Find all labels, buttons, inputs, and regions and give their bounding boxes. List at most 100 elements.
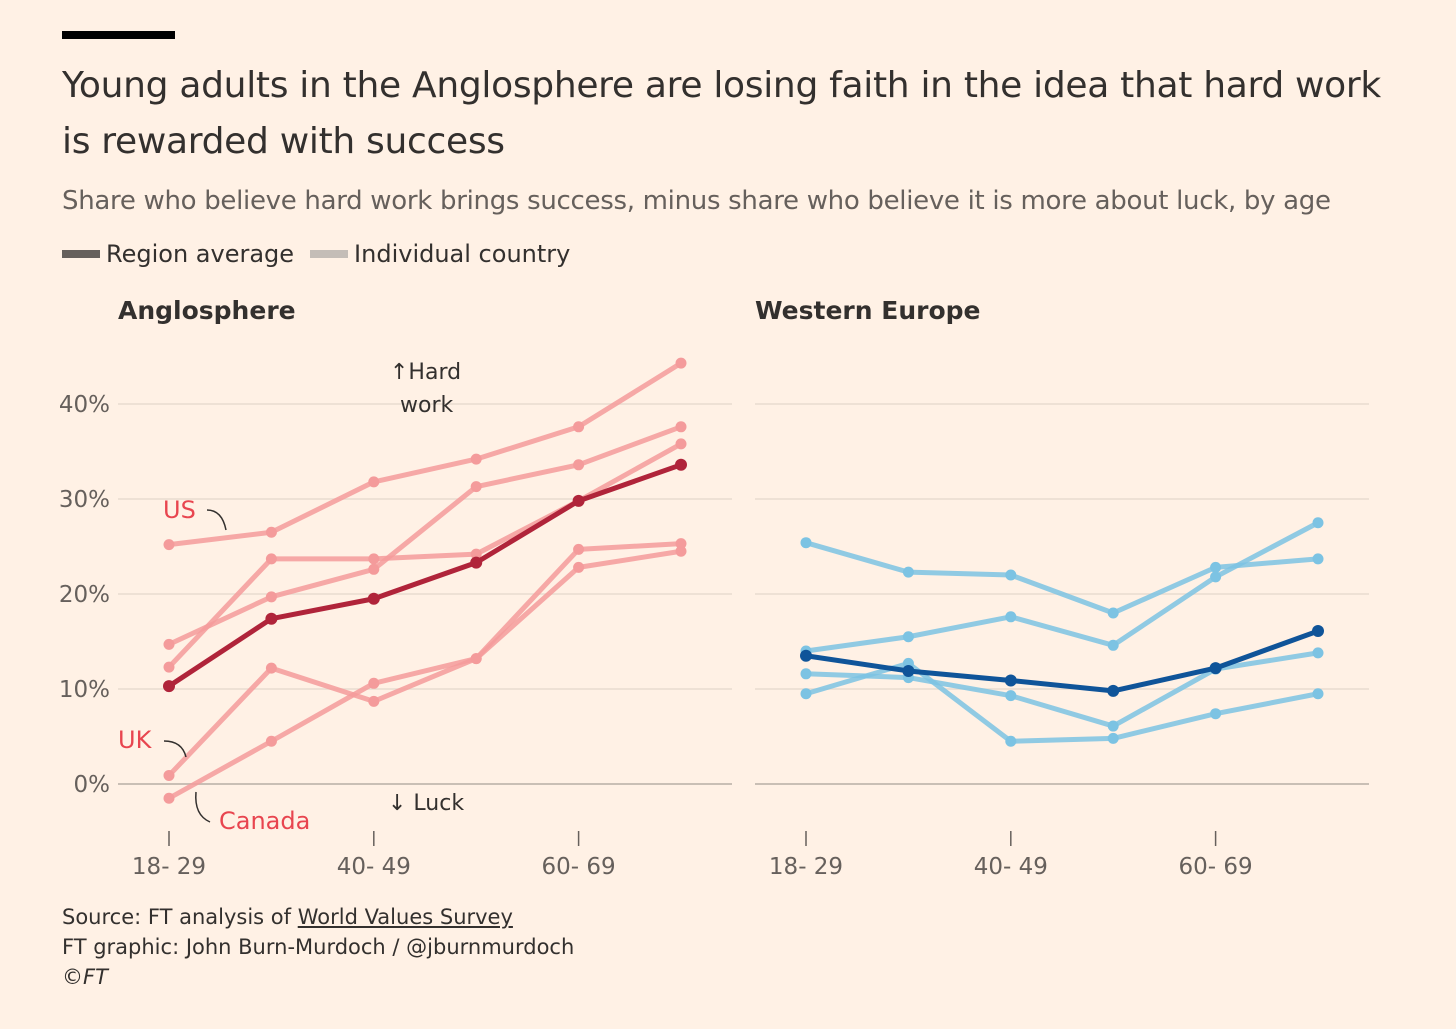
series-line-uk [167,541,682,778]
ft-accent-bar [62,31,175,39]
data-point [163,539,175,551]
label-uk: UK [118,726,153,754]
y-tick-label: 40% [59,392,110,418]
series-line-country-b [805,520,1320,654]
data-point [800,668,812,680]
footer: Source: FT analysis of World Values Surv… [62,902,574,992]
y-tick-label: 20% [59,582,110,608]
data-point [163,661,175,673]
x-tick-label: 18- 29 [132,854,206,880]
data-point [1005,611,1017,623]
y-tick-label: 10% [59,677,110,703]
legend-label-average: Region average [106,240,295,268]
data-point [675,545,687,557]
data-point [368,476,380,488]
series-line-country-c [805,650,1319,729]
annotation-hard-work-2: work [400,393,453,418]
data-point [163,792,175,804]
series-line-region-average [805,628,1319,694]
panel-title: Western Europe [755,296,981,325]
y-tick-label: 0% [74,772,111,798]
data-point [1312,553,1324,565]
data-point [265,591,277,603]
y-tick-label: 30% [59,487,110,513]
data-point [1005,690,1017,702]
data-point [163,680,175,693]
x-tick-label: 40- 49 [337,854,411,880]
annotation-hard-work: ↑Hard [390,360,461,385]
panel-title: Anglosphere [118,296,296,325]
legend-label-country: Individual country [354,240,571,268]
chart-title: Young adults in the Anglosphere are losi… [62,65,1381,162]
data-point [1210,571,1222,583]
data-point [675,538,687,550]
data-point [675,357,687,369]
data-point [1107,607,1119,619]
data-point [163,769,175,781]
data-point [800,688,812,700]
legend-swatch-country [310,250,349,258]
data-point [470,653,482,665]
data-point [1312,625,1324,638]
data-point [1107,720,1119,732]
copyright: ©FT [62,965,108,989]
data-point [675,458,687,471]
arrow-uk [163,740,187,758]
data-point [1004,674,1017,687]
data-point [800,649,812,662]
data-point [1107,639,1119,651]
data-point [675,438,687,450]
data-point [470,556,483,569]
x-tick-label: 40- 49 [974,854,1048,880]
data-point [1107,732,1119,744]
data-point [1107,684,1120,697]
x-tick-label: 60- 69 [1179,854,1253,880]
data-point [902,566,914,578]
credit: FT graphic: John Burn-Murdoch / @jburnmu… [62,935,575,959]
source-link[interactable]: World Values Survey [297,905,513,929]
data-point [902,664,915,677]
data-point [470,453,482,465]
data-point [265,662,277,674]
label-canada: Canada [219,807,310,835]
data-point [573,561,585,573]
legend: Region average Individual country [62,240,586,268]
data-point [675,421,687,433]
data-point [1209,662,1222,675]
data-point [573,459,585,471]
arrow-canada [195,791,211,823]
legend-swatch-average [62,250,100,258]
data-point [573,421,585,433]
data-point [1210,708,1222,720]
chart-subtitle: Share who believe hard work brings succe… [62,186,1331,216]
x-tick-label: 18- 29 [769,854,843,880]
data-point [1312,688,1324,700]
label-us: US [163,496,196,524]
data-point [265,553,277,565]
data-point [1005,735,1017,747]
data-point [572,494,585,507]
series-line-country-2 [167,424,682,647]
data-point [573,543,585,555]
data-point [1312,517,1324,529]
series-line-canada [167,548,682,801]
data-point [265,735,277,747]
series-line-us [168,361,683,548]
data-point [800,537,812,549]
data-point [1210,561,1222,573]
data-point [368,695,380,707]
x-tick-label: 60- 69 [542,854,616,880]
data-point [368,677,380,689]
data-point [163,638,175,650]
annotation-luck: ↓ Luck [388,791,464,816]
arrow-us [206,509,227,531]
data-point [368,563,380,575]
data-point [470,481,482,493]
data-point [367,592,380,605]
data-point [368,553,380,565]
series-line-country-a [805,540,1319,616]
data-point [265,526,277,538]
data-point [1312,647,1324,659]
series-line-region-average [167,462,682,689]
